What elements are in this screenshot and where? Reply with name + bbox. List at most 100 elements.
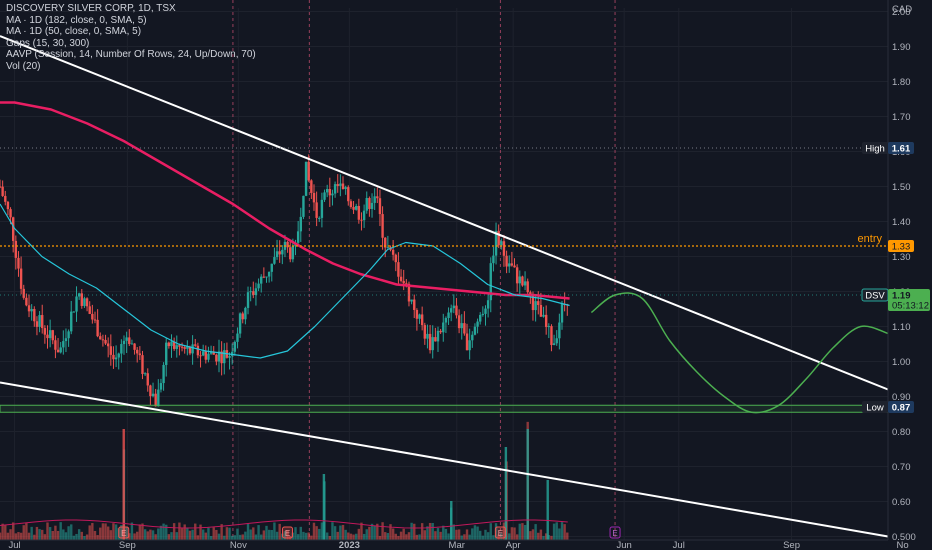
earnings-label: E bbox=[498, 529, 503, 538]
volume-bar bbox=[51, 530, 54, 540]
volume-bar bbox=[515, 534, 519, 540]
volume-bar bbox=[104, 523, 107, 540]
candle-body bbox=[312, 192, 316, 203]
volume-bar bbox=[157, 528, 160, 540]
candle-body bbox=[27, 305, 31, 312]
candle-body bbox=[64, 338, 68, 342]
volume-bar bbox=[497, 534, 500, 540]
candle-body bbox=[500, 241, 503, 246]
x-tick-label: Jun bbox=[616, 540, 631, 550]
candle-body bbox=[376, 196, 379, 199]
volume-bar bbox=[431, 522, 434, 540]
candle-body bbox=[362, 210, 366, 221]
volume-bar bbox=[410, 522, 413, 540]
volume-bar bbox=[355, 533, 358, 540]
volume-bar bbox=[180, 528, 184, 540]
volume-bar bbox=[278, 523, 281, 540]
volume-bar bbox=[59, 522, 62, 540]
candle-body bbox=[38, 315, 41, 327]
volume-bar bbox=[19, 532, 23, 540]
candle-body bbox=[492, 255, 495, 264]
candle-body bbox=[183, 347, 186, 349]
entry-tag-bg bbox=[888, 240, 914, 252]
candle-body bbox=[157, 389, 160, 407]
candle-body bbox=[333, 184, 337, 194]
x-tick-label: Jul bbox=[673, 540, 685, 550]
legend-gaps: Gaps (15, 30, 300) bbox=[6, 37, 90, 49]
x-tick-label: No bbox=[896, 540, 908, 550]
volume-bar bbox=[72, 535, 76, 540]
volume-bar bbox=[304, 532, 308, 540]
candle-body bbox=[347, 187, 350, 202]
volume-bar bbox=[312, 522, 316, 540]
volume-bar bbox=[347, 532, 350, 540]
candle-body bbox=[252, 291, 255, 296]
candle-body bbox=[204, 351, 208, 360]
x-tick-label: Nov bbox=[230, 540, 247, 550]
volume-bar bbox=[444, 528, 448, 540]
volume-bar bbox=[405, 534, 408, 540]
volume-bar bbox=[283, 531, 287, 540]
candle-body bbox=[547, 326, 551, 328]
volume-bar bbox=[41, 529, 44, 540]
candle-body bbox=[75, 296, 78, 312]
candle-body bbox=[452, 305, 456, 309]
volume-bar bbox=[502, 522, 506, 540]
volume-bar bbox=[165, 524, 168, 540]
volume-spike bbox=[504, 447, 508, 540]
volume-bar bbox=[484, 529, 487, 540]
candle-body bbox=[172, 341, 176, 349]
volume-bar bbox=[85, 534, 89, 540]
candle-body bbox=[270, 263, 273, 272]
volume-bar bbox=[204, 532, 208, 540]
volume-ma bbox=[0, 519, 568, 529]
volume-bar bbox=[175, 532, 178, 540]
candle-body bbox=[170, 341, 173, 347]
volume-bar bbox=[91, 522, 94, 540]
candle-body bbox=[241, 313, 244, 320]
volume-bar bbox=[339, 525, 342, 540]
candle-body bbox=[22, 288, 25, 298]
candle-body bbox=[476, 321, 479, 327]
candle-body bbox=[70, 311, 73, 332]
candle-body bbox=[91, 313, 94, 320]
volume-bar bbox=[558, 528, 561, 540]
volume-bar bbox=[479, 530, 482, 540]
candle-body bbox=[254, 288, 258, 296]
volume-bar bbox=[318, 528, 321, 540]
candle-body bbox=[497, 230, 500, 246]
x-tick-label: 2023 bbox=[339, 540, 360, 550]
volume-bar bbox=[500, 533, 503, 540]
last-price-value: 1.19 bbox=[892, 291, 911, 302]
candle-body bbox=[186, 346, 189, 349]
candle-body bbox=[289, 247, 292, 260]
legend-ma50: MA · 1D (50, close, 0, SMA, 5) bbox=[6, 26, 142, 38]
candle-body bbox=[560, 304, 564, 323]
candle-body bbox=[133, 343, 136, 350]
volume-spike bbox=[526, 429, 529, 540]
volume-bar bbox=[518, 523, 521, 540]
y-tick-label: 1.50 bbox=[892, 182, 911, 193]
volume-spike bbox=[450, 501, 453, 540]
candle-body bbox=[544, 314, 548, 327]
volume-bar bbox=[170, 532, 173, 540]
volume-bar bbox=[4, 525, 7, 540]
candle-body bbox=[62, 341, 65, 348]
candle-body bbox=[154, 393, 157, 407]
volume-bar bbox=[138, 524, 142, 540]
volume-bar bbox=[120, 525, 123, 540]
candle-body bbox=[275, 251, 279, 258]
volume-spike bbox=[322, 474, 326, 540]
candle-body bbox=[479, 314, 482, 322]
candle-body bbox=[410, 299, 413, 302]
candle-body bbox=[325, 189, 329, 193]
candle-body bbox=[510, 263, 514, 266]
volume-bar bbox=[428, 522, 432, 540]
candle-body bbox=[165, 342, 168, 365]
volume-bar bbox=[513, 527, 516, 540]
earnings-marker bbox=[494, 526, 506, 539]
volume-bar bbox=[373, 525, 376, 540]
candle-body bbox=[397, 262, 400, 277]
candle-body bbox=[555, 338, 558, 344]
